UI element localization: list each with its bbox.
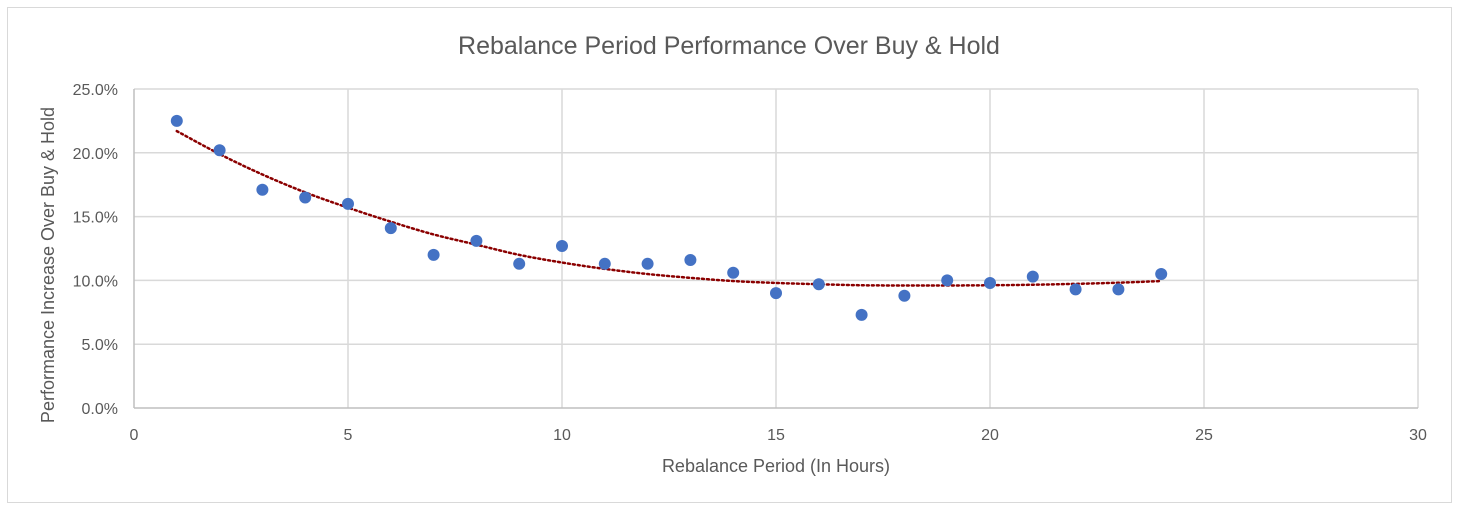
data-point xyxy=(684,253,697,266)
data-point xyxy=(898,289,911,302)
chart-title: Rebalance Period Performance Over Buy & … xyxy=(458,32,1000,60)
data-point xyxy=(1112,283,1125,296)
data-point xyxy=(1026,270,1039,283)
data-point xyxy=(727,266,740,279)
x-tick-label: 20 xyxy=(981,427,999,444)
data-point xyxy=(812,278,825,291)
y-tick-label: 10.0% xyxy=(73,273,118,290)
x-axis-title: Rebalance Period (In Hours) xyxy=(662,456,890,476)
data-point xyxy=(513,257,526,270)
data-point xyxy=(1155,268,1168,281)
data-point xyxy=(941,274,954,287)
data-point xyxy=(213,144,226,157)
x-tick-label: 0 xyxy=(130,427,139,444)
x-tick-label: 5 xyxy=(344,427,353,444)
data-point xyxy=(256,183,269,196)
data-point xyxy=(384,222,397,235)
x-tick-label: 10 xyxy=(553,427,571,444)
data-point xyxy=(641,257,654,270)
data-points xyxy=(170,114,1168,321)
y-tick-label: 20.0% xyxy=(73,146,118,163)
data-point xyxy=(984,276,996,289)
y-axis-title: Performance Increase Over Buy & Hold xyxy=(38,107,58,423)
trendline xyxy=(175,129,1163,287)
data-point xyxy=(598,257,611,270)
y-tick-label: 0.0% xyxy=(82,401,118,418)
data-point xyxy=(170,114,183,127)
data-point xyxy=(770,287,782,300)
data-point xyxy=(855,308,868,321)
y-tick-label: 15.0% xyxy=(73,210,118,227)
data-point xyxy=(556,239,568,252)
x-tick-label: 15 xyxy=(767,427,785,444)
data-point xyxy=(342,197,354,210)
axes: 0.0% 5.0% 10.0% 15.0% 20.0% 25.0% 0 5 10 15 20 25 30 xyxy=(73,82,1427,444)
trendline-path xyxy=(175,129,1163,287)
data-point xyxy=(1069,283,1082,296)
x-tick-label: 25 xyxy=(1195,427,1213,444)
data-point xyxy=(427,248,440,261)
y-tick-label: 5.0% xyxy=(82,337,118,354)
y-tick-label: 25.0% xyxy=(73,82,118,99)
x-tick-label: 30 xyxy=(1409,427,1427,444)
data-point xyxy=(299,191,312,204)
grid-lines xyxy=(134,88,1419,408)
data-point xyxy=(470,234,483,247)
